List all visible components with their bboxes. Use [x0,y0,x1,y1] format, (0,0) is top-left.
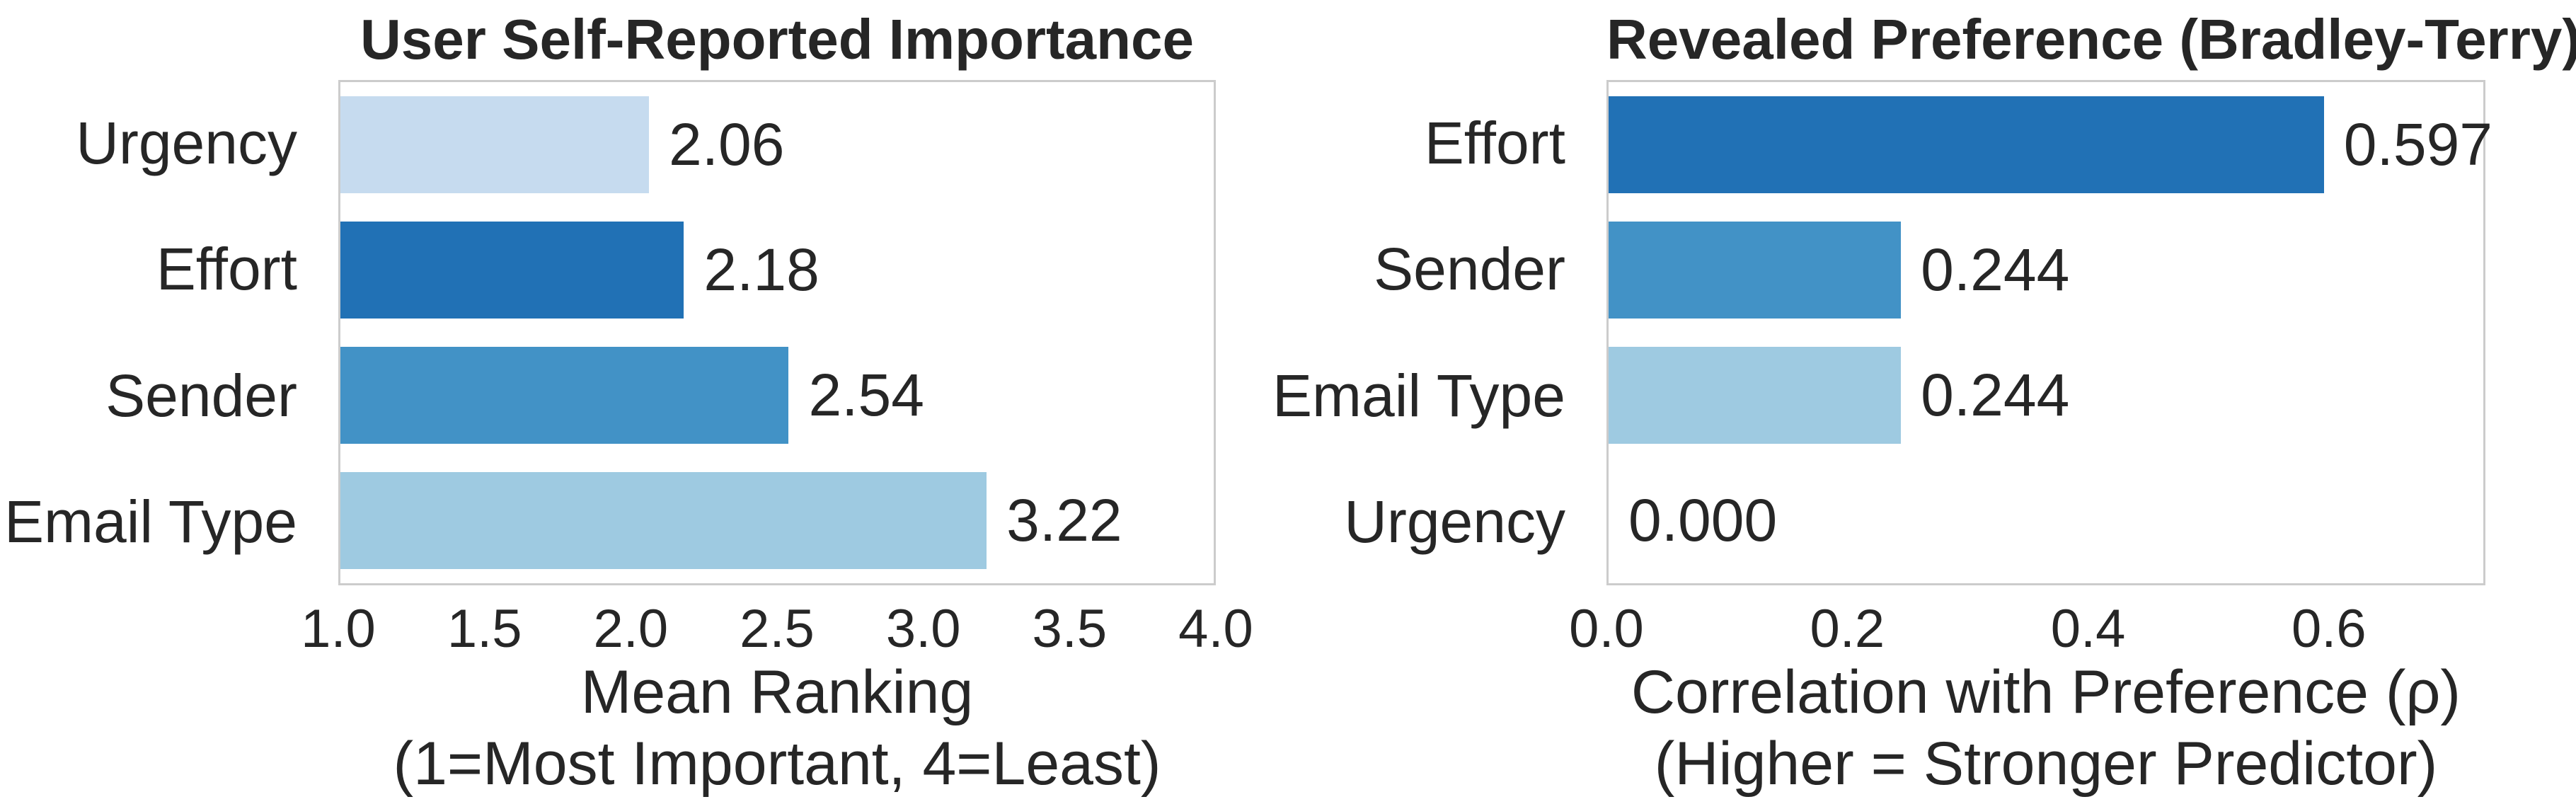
bar-row: 2.54 [340,333,1214,458]
value-label: 0.597 [2343,111,2493,178]
category-label: Effort [156,236,297,303]
chart-title: Revealed Preference (Bradley-Terry) [1606,8,2576,71]
x-tick-label: 0.0 [1569,599,1644,659]
category-label: Effort [1424,109,1565,176]
bar-row: 3.22 [340,458,1214,583]
x-tick-label: 0.2 [1810,599,1885,659]
x-ticks: 1.0 1.5 2.0 2.5 3.0 3.5 4.0 [301,598,1253,665]
x-tick-label: 1.5 [447,599,522,659]
bar [340,472,987,569]
bar-row: 0.000 [1609,458,2483,583]
value-label: 2.18 [703,236,820,303]
x-tick-label: 0.6 [2291,599,2367,659]
bar [1609,347,1902,444]
category-labels: Effort Sender Email Type Urgency [1251,80,1587,585]
bar-rows: 0.597 0.244 0.244 0.000 [1609,82,2492,583]
bar-row: 0.244 [1609,333,2483,458]
value-label: 0.244 [1921,362,2070,428]
bar [340,347,789,444]
x-axis-label-line1: Correlation with Preference (ρ) [1631,658,2461,726]
x-axis-label-line2: (1=Most Important, 4=Least) [393,730,1161,798]
category-label: Urgency [1344,488,1565,556]
bar [340,222,684,319]
category-label: Email Type [4,488,297,556]
x-axis-label: Correlation with Preference (ρ) (Higher … [1606,657,2485,801]
category-label: Sender [105,362,297,429]
x-axis-label-line1: Mean Ranking [580,658,974,726]
bar-row: 0.597 [1609,82,2492,207]
category-label: Urgency [76,109,297,176]
bar-row: 0.244 [1609,207,2483,333]
x-axis-label: Mean Ranking (1=Most Important, 4=Least) [338,657,1216,801]
x-tick-label: 3.0 [885,599,961,659]
chart-title: User Self-Reported Importance [360,8,1195,71]
plot-area: 0.597 0.244 0.244 0.000 [1606,80,2492,585]
x-tick-label: 3.5 [1032,599,1108,659]
value-label: 2.54 [808,362,924,428]
bar [1609,96,2324,193]
category-labels: Urgency Effort Sender Email Type [0,80,318,585]
bar [340,96,649,193]
bar-rows: 2.06 2.18 2.54 3.22 [340,82,1214,583]
x-tick-label: 4.0 [1178,599,1253,659]
value-label: 0.000 [1628,487,1778,553]
category-label: Email Type [1272,362,1565,429]
x-tick-label: 2.5 [740,599,815,659]
plot-area: 2.06 2.18 2.54 3.22 [338,80,1216,585]
x-tick-label: 2.0 [593,599,669,659]
x-tick-label: 1.0 [301,599,376,659]
bar [1609,222,1902,319]
category-label: Sender [1374,236,1565,303]
value-label: 3.22 [1006,487,1122,553]
value-label: 0.244 [1921,236,2070,303]
x-tick-label: 0.4 [2050,599,2126,659]
bar-row: 2.18 [340,207,1214,333]
x-ticks: 0.0 0.2 0.4 0.6 [1569,598,2485,665]
value-label: 2.06 [669,111,785,178]
x-axis-label-line2: (Higher = Stronger Predictor) [1654,730,2438,798]
bar-row: 2.06 [340,82,1214,207]
